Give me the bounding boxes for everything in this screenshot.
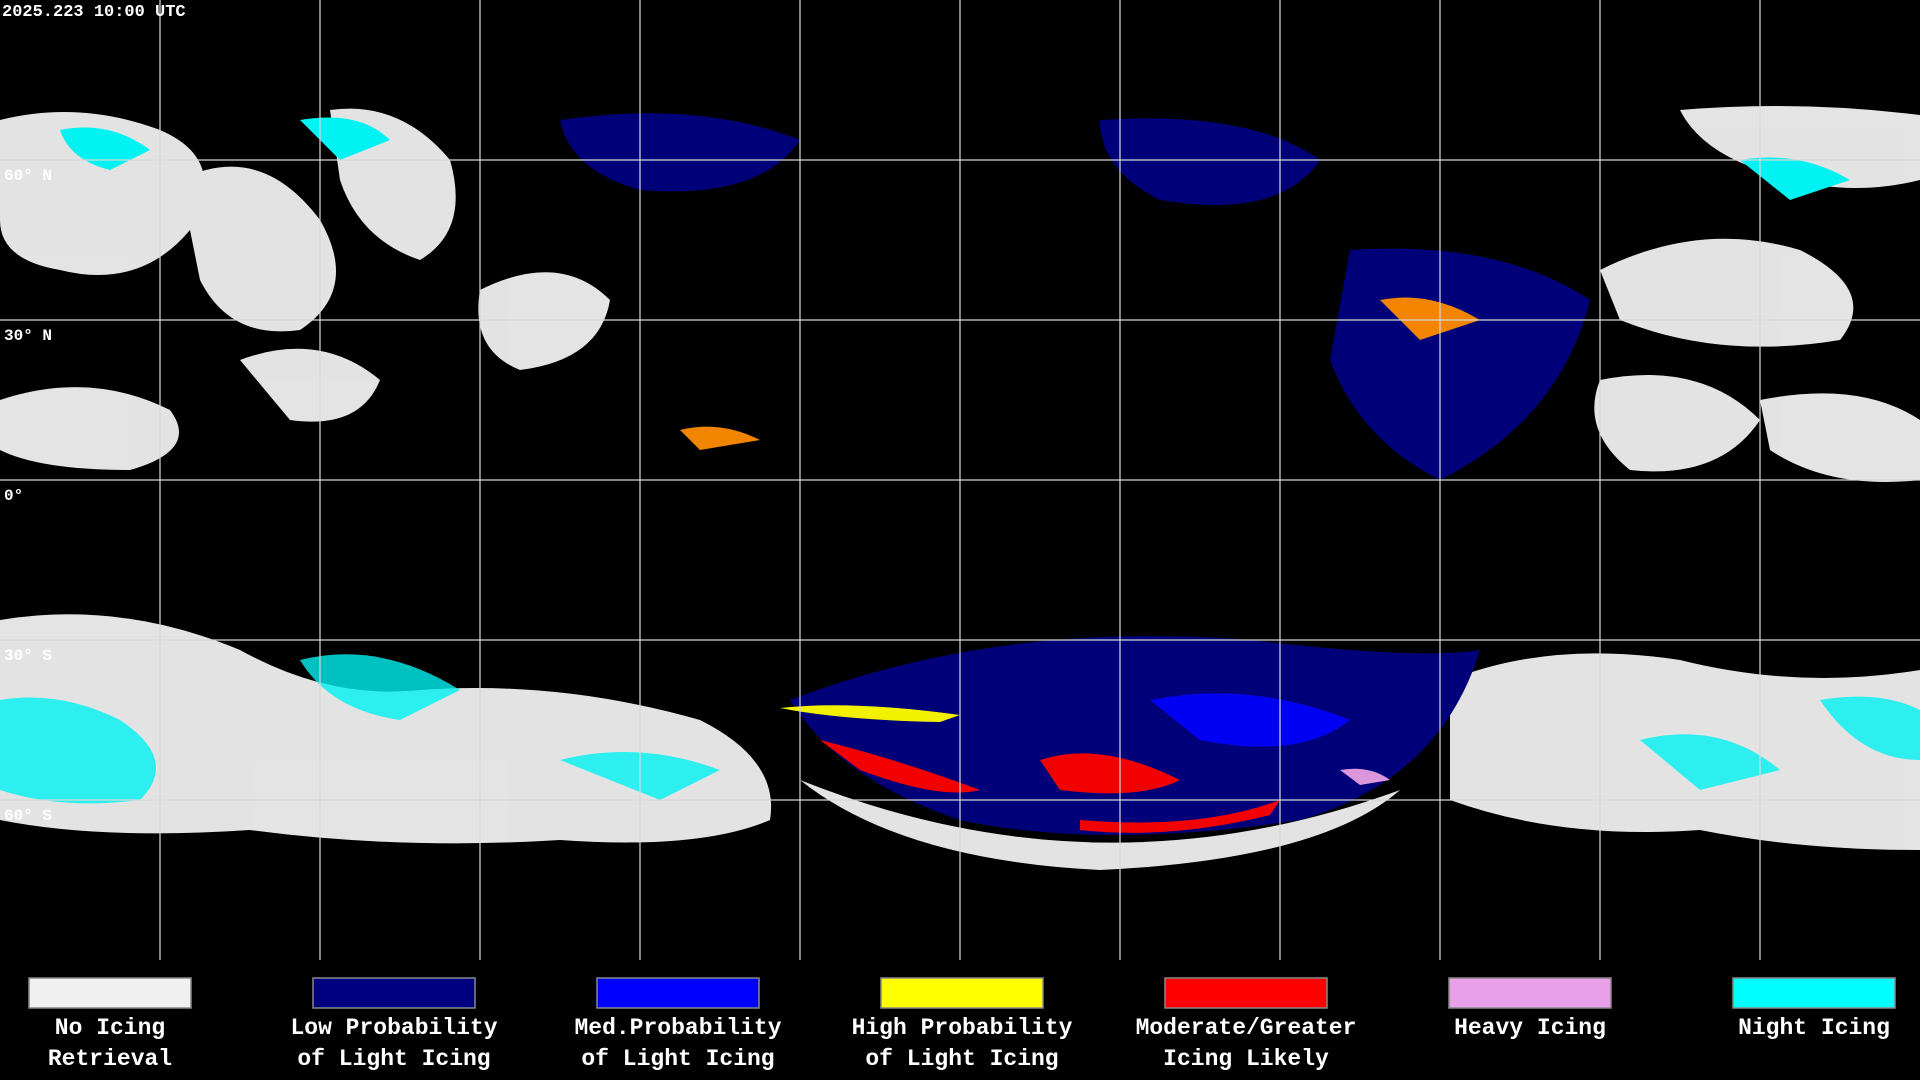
cloud-field <box>0 106 1920 870</box>
legend-label: Low Probability <box>290 1015 497 1041</box>
latitude-label: 30° S <box>4 647 52 665</box>
legend-label: Night Icing <box>1738 1015 1890 1041</box>
legend-label: Retrieval <box>48 1046 172 1072</box>
legend-label: Heavy Icing <box>1454 1015 1606 1041</box>
legend: No Icing Retrieval Low Probability of Light… <box>28 977 1896 1072</box>
latitude-label: 0° <box>4 487 23 505</box>
legend-label: No Icing <box>55 1015 165 1041</box>
graticule <box>0 0 1920 960</box>
legend-label: Icing Likely <box>1163 1046 1329 1072</box>
legend-swatch <box>1164 977 1328 1009</box>
legend-swatch <box>1732 977 1896 1009</box>
latitude-labels: 60° N 30° N 0° 30° S 60° S <box>4 167 52 825</box>
legend-label: of Light Icing <box>865 1046 1058 1072</box>
legend-swatch <box>596 977 760 1009</box>
latitude-label: 60° S <box>4 807 52 825</box>
latitude-label: 30° N <box>4 327 52 345</box>
legend-label: High Probability <box>852 1015 1073 1041</box>
legend-swatch <box>1448 977 1612 1009</box>
timestamp: 2025.223 10:00 UTC <box>2 3 186 22</box>
legend-label: Moderate/Greater <box>1136 1015 1357 1041</box>
legend-label: of Light Icing <box>581 1046 774 1072</box>
legend-label: of Light Icing <box>297 1046 490 1072</box>
legend-swatch <box>880 977 1044 1009</box>
legend-swatch <box>28 977 192 1009</box>
legend-swatch <box>312 977 476 1009</box>
latitude-label: 60° N <box>4 167 52 185</box>
legend-label: Med.Probability <box>574 1015 781 1041</box>
